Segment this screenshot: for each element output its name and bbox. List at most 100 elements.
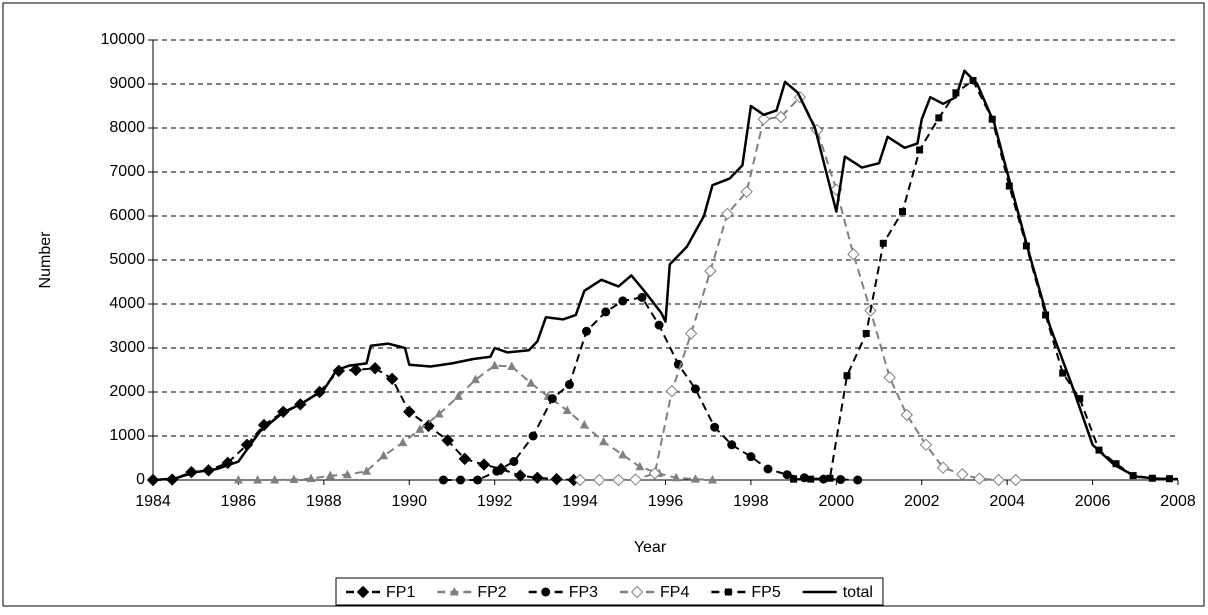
marker <box>799 473 809 483</box>
marker <box>550 472 563 486</box>
x-tick-label: 1998 <box>733 493 769 510</box>
marker <box>935 114 943 122</box>
marker <box>507 361 517 370</box>
legend-label: FP5 <box>751 584 780 601</box>
series-line <box>793 79 1170 481</box>
y-tick-label: 8000 <box>109 119 145 136</box>
marker <box>916 146 924 154</box>
marker <box>473 475 483 485</box>
marker <box>1059 369 1067 377</box>
marker <box>630 585 644 599</box>
x-tick-label: 2008 <box>1160 493 1196 510</box>
marker <box>665 384 679 398</box>
marker <box>774 110 788 124</box>
marker <box>257 418 271 432</box>
marker <box>342 469 352 479</box>
marker <box>422 419 435 433</box>
marker <box>790 475 798 483</box>
legend-label: FP3 <box>569 584 598 601</box>
marker <box>349 363 363 377</box>
y-tick-label: 7000 <box>109 163 145 180</box>
marker <box>306 473 316 483</box>
marker <box>684 327 698 340</box>
y-tick-label: 10000 <box>101 31 146 48</box>
marker <box>612 473 625 487</box>
legend-box <box>335 577 884 606</box>
marker <box>453 391 463 400</box>
marker <box>862 329 870 337</box>
marker <box>514 469 527 482</box>
x-tick-label: 1988 <box>306 493 342 510</box>
marker <box>562 405 572 414</box>
series-line <box>238 364 713 481</box>
marker <box>528 431 538 441</box>
marker <box>690 384 700 394</box>
y-tick-label: 1000 <box>109 427 145 444</box>
marker <box>690 474 700 483</box>
marker <box>992 473 1005 487</box>
marker <box>879 239 887 247</box>
marker <box>843 372 851 380</box>
marker <box>763 464 773 474</box>
x-tick-label: 1984 <box>135 493 171 510</box>
marker <box>740 185 753 199</box>
marker <box>564 380 574 390</box>
marker <box>853 475 863 485</box>
marker <box>707 475 717 484</box>
marker <box>456 475 465 485</box>
x-tick-label: 1986 <box>221 493 257 510</box>
marker <box>385 372 399 386</box>
marker <box>727 440 737 450</box>
y-tick-label: 4000 <box>109 295 145 312</box>
marker <box>637 292 647 302</box>
x-tick-label: 2006 <box>1075 493 1111 510</box>
marker <box>782 470 792 480</box>
marker <box>826 474 834 482</box>
marker <box>531 471 544 485</box>
marker <box>601 307 611 317</box>
x-tick-label: 1990 <box>391 493 427 510</box>
marker <box>253 475 263 484</box>
legend: FP1 FP2 FP3 FP4 FP5 total <box>335 577 884 606</box>
marker <box>325 470 335 480</box>
marker <box>648 467 662 480</box>
legend-label: FP2 <box>477 584 506 601</box>
marker <box>356 585 370 599</box>
marker <box>883 371 896 384</box>
marker <box>1112 460 1120 468</box>
marker <box>900 408 914 422</box>
x-tick-label: 1992 <box>477 493 513 510</box>
legend-label: FP1 <box>386 584 415 601</box>
marker <box>593 473 606 487</box>
marker <box>1076 395 1084 403</box>
x-tick-label: 2002 <box>904 493 940 510</box>
marker <box>807 475 815 483</box>
marker <box>509 457 519 467</box>
series-line <box>152 69 1179 482</box>
x-tick-label: 2000 <box>819 493 855 510</box>
marker <box>441 434 454 447</box>
marker <box>973 472 986 485</box>
marker <box>438 475 448 485</box>
marker <box>579 420 589 429</box>
marker <box>836 475 846 485</box>
y-tick-label: 6000 <box>109 207 145 224</box>
marker <box>710 422 720 432</box>
marker <box>746 452 756 462</box>
marker <box>470 374 480 384</box>
marker <box>671 472 681 482</box>
x-tick-label: 2004 <box>989 493 1025 510</box>
marker <box>458 452 471 466</box>
marker <box>415 424 425 433</box>
y-tick-label: 9000 <box>109 75 145 92</box>
marker <box>635 461 645 471</box>
marker <box>599 436 609 446</box>
y-axis-title: Number <box>37 231 54 289</box>
marker <box>721 207 734 221</box>
marker <box>1005 182 1013 190</box>
marker <box>379 450 389 460</box>
marker <box>490 360 500 370</box>
marker <box>547 394 557 404</box>
